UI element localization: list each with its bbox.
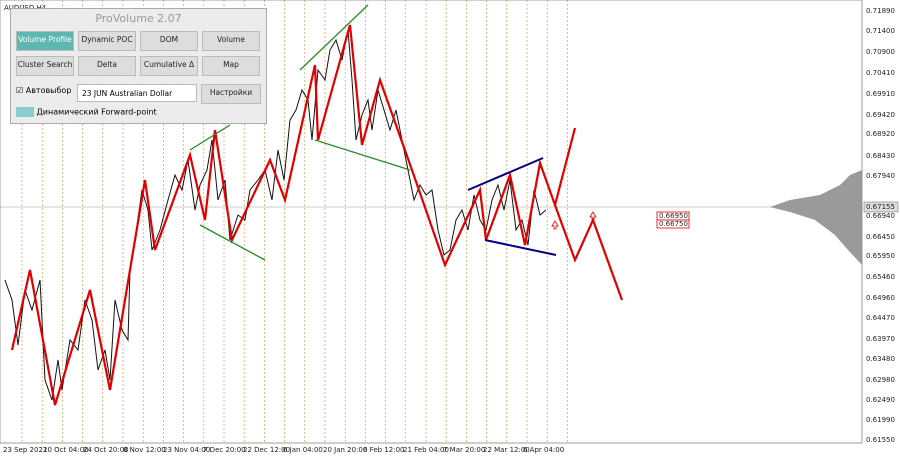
plot-frame (0, 0, 863, 444)
tool-button[interactable]: Delta (78, 56, 136, 76)
price-label: 0.66450 (866, 233, 895, 241)
forward-point[interactable]: Динамический Forward-point (16, 107, 157, 117)
time-label: 7 Mar 20:00 (443, 446, 485, 454)
panel-title: ProVolume 2.07 (95, 12, 182, 25)
auto-select[interactable]: ☑ Автовыбор (16, 86, 72, 95)
price-label: 0.65950 (866, 252, 895, 260)
time-label: 8 Nov 12:00 (123, 446, 166, 454)
tool-button[interactable]: Dynamic POC (78, 31, 136, 51)
tool-button[interactable]: Volume (202, 31, 260, 51)
price-label: 0.63970 (866, 335, 895, 343)
level-label: 0.66950 (659, 212, 688, 220)
price-label: 0.69420 (866, 111, 895, 119)
time-label: 6 Feb 12:00 (363, 446, 404, 454)
instrument: 23 JUN Australian Dollar (82, 89, 173, 98)
price-label: 0.67940 (866, 172, 895, 180)
price-label: 0.68430 (866, 152, 895, 160)
auto-select-label: Автовыбор (25, 86, 72, 95)
price-label: 0.62980 (866, 376, 895, 384)
price-label: 0.69910 (866, 90, 895, 98)
volume-profile (770, 170, 862, 265)
trend-line (299, 4, 369, 71)
trend-line (189, 124, 231, 151)
tool-button[interactable]: Map (202, 56, 260, 76)
tool-button[interactable]: Cluster Search (16, 56, 74, 76)
level-label: 0.66750 (659, 220, 688, 228)
time-label: 22 Mar 12:00 (483, 446, 530, 454)
price-label: 0.61550 (866, 436, 895, 444)
price-label: 0.70900 (866, 48, 895, 56)
trend-line (467, 157, 544, 191)
price-label: 0.70410 (866, 69, 895, 77)
projection (553, 204, 624, 301)
time-label: 24 Oct 20:00 (83, 446, 129, 454)
arrow-icon (551, 211, 597, 230)
time-label: 10 Oct 04:00 (43, 446, 89, 454)
trend-line (484, 239, 557, 256)
time-label: 20 Jan 20:00 (323, 446, 367, 454)
instrument-select[interactable]: 23 JUN Australian Dollar (77, 84, 197, 102)
time-label: 23 Sep 2022 (3, 446, 47, 454)
price-label: 0.68920 (866, 130, 895, 138)
price-label: 0.62490 (866, 396, 895, 404)
price-label: 0.63480 (866, 355, 895, 363)
price-label: 0.67155 (866, 203, 895, 211)
price-label: 0.66940 (866, 212, 895, 220)
tool-button[interactable]: Volume Profile (16, 31, 74, 51)
price-series (4, 29, 547, 401)
time-label: 21 Feb 04:00 (403, 446, 449, 454)
time-label: 6 Apr 04:00 (523, 446, 564, 454)
tool-button[interactable]: Cumulative Δ (140, 56, 198, 76)
tool-button[interactable]: DOM (140, 31, 198, 51)
time-label: 22 Dec 12:00 (243, 446, 290, 454)
trend-line (199, 224, 266, 261)
time-label: 7 Dec 20:00 (203, 446, 246, 454)
price-label: 0.61990 (866, 416, 895, 424)
zigzag (10, 24, 577, 406)
price-label: 0.64960 (866, 294, 895, 302)
settings-button[interactable]: Настройки (201, 84, 261, 104)
time-label: 6 Jan 04:00 (283, 446, 323, 454)
provolume-panel: ProVolume 2.07 Volume Profile Dynamic POC… (10, 8, 267, 124)
current-price-box (863, 201, 899, 213)
price-label: 0.71400 (866, 27, 895, 35)
forward-point-label: Динамический Forward-point (36, 107, 157, 117)
price-label: 0.65460 (866, 273, 895, 281)
trend-line (314, 139, 411, 171)
level-box (656, 219, 690, 229)
price-label: 0.64470 (866, 314, 895, 322)
price-label: 0.71890 (866, 7, 895, 15)
time-label: 23 Nov 04:00 (163, 446, 210, 454)
